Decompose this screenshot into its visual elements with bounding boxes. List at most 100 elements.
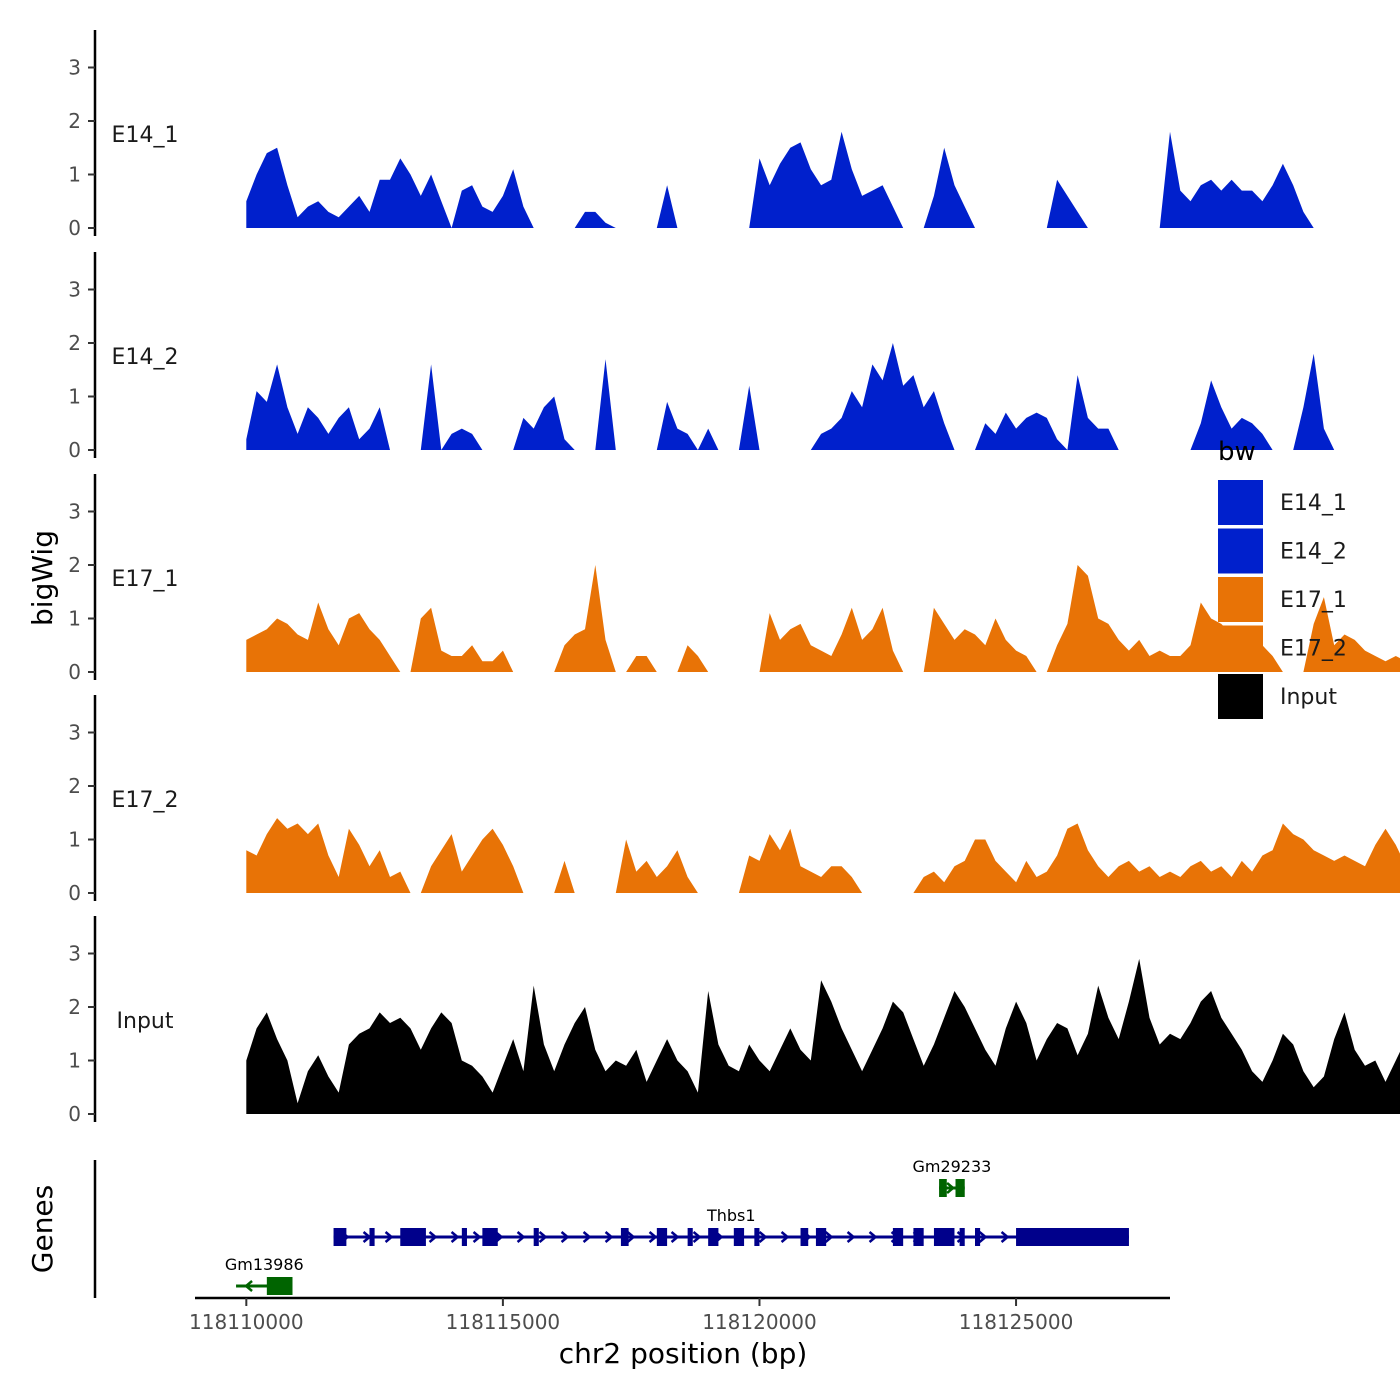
y-tick-label: 1 <box>68 1049 81 1073</box>
exon <box>656 1228 668 1246</box>
exon <box>266 1277 293 1295</box>
track-Input: 0 1 2 3 Input <box>68 916 1400 1126</box>
y-tick-label: 0 <box>68 216 81 240</box>
strand-arrow <box>824 1231 834 1243</box>
y-tick-label: 2 <box>68 331 81 355</box>
strand-arrow <box>428 1231 438 1243</box>
exon <box>708 1228 719 1246</box>
y-tick-label: 2 <box>68 109 81 133</box>
y-axis-title: bigWig <box>26 530 59 626</box>
strand-arrow <box>670 1231 680 1243</box>
legend-label: E17_2 <box>1280 637 1347 662</box>
legend-swatch <box>1218 625 1263 671</box>
legend-item-E14_2: E14_2 <box>1218 528 1347 574</box>
strand-arrow <box>538 1231 548 1243</box>
y-tick-label: 0 <box>68 660 81 684</box>
exon <box>482 1228 498 1246</box>
exon <box>620 1228 629 1246</box>
strand-arrow <box>846 1231 856 1243</box>
genes-panel: Gm29233 Thbs1 Gm13986 <box>93 1157 1129 1298</box>
gene-label: Gm29233 <box>912 1157 991 1176</box>
track-label-E17_2: E17_2 <box>112 788 179 813</box>
y-tick-label: 2 <box>68 553 81 577</box>
strand-arrow <box>692 1231 702 1243</box>
y-tick-label: 0 <box>68 438 81 462</box>
track-E17_1: 0 1 2 3 E17_1 <box>68 474 1400 684</box>
strand-arrow <box>1000 1231 1010 1243</box>
exon <box>1016 1228 1129 1246</box>
y-tick-label: 3 <box>68 942 81 966</box>
gene-Thbs1: Thbs1 <box>333 1206 1129 1246</box>
y-tick-label: 3 <box>68 278 81 302</box>
track-label-E17_1: E17_1 <box>112 567 179 592</box>
x-axis: 118110000 118115000 118120000 118125000 <box>189 1296 1170 1334</box>
legend-item-Input: Input <box>1218 674 1337 719</box>
gene-label: Gm13986 <box>225 1255 304 1274</box>
track-label-E14_2: E14_2 <box>112 345 179 370</box>
track-label-E14_1: E14_1 <box>112 123 179 148</box>
strand-arrow <box>868 1231 878 1243</box>
exon <box>800 1228 809 1246</box>
area-E17_2 <box>246 818 1400 893</box>
exon <box>733 1228 745 1246</box>
strand-arrow <box>946 1182 956 1194</box>
exon <box>533 1228 539 1246</box>
legend-entries: E14_1 E14_2 E17_1 E17_2 Input <box>1218 480 1347 719</box>
legend-label: E17_1 <box>1280 588 1347 613</box>
track-E14_1: 0 1 2 3 E14_1 <box>68 30 1400 240</box>
y-tick-label: 1 <box>68 385 81 409</box>
track-label-Input: Input <box>117 1009 174 1034</box>
strand-arrow <box>560 1231 570 1243</box>
strand-arrow <box>758 1231 768 1243</box>
area-Input <box>246 958 1400 1114</box>
legend: bw E14_1 E14_2 E17_1 E17_2 Input <box>1218 437 1347 719</box>
genes-axis-title: Genes <box>26 1185 59 1273</box>
x-tick-label: 118120000 <box>702 1310 817 1334</box>
exon <box>461 1228 467 1246</box>
gene-Gm13986: Gm13986 <box>225 1255 304 1295</box>
exon <box>754 1228 760 1246</box>
y-tick-label: 3 <box>68 56 81 80</box>
legend-label: E14_1 <box>1280 491 1347 516</box>
strand-arrow <box>780 1231 790 1243</box>
legend-item-E17_2: E17_2 <box>1218 625 1347 671</box>
strand-arrow <box>384 1231 394 1243</box>
exon <box>369 1228 375 1246</box>
exon <box>955 1179 965 1197</box>
area-E14_1 <box>246 131 1400 228</box>
legend-label: E14_2 <box>1280 540 1347 565</box>
track-E14_2: 0 1 2 3 E14_2 <box>68 252 1400 462</box>
exon <box>959 1228 965 1246</box>
x-tick-label: 118110000 <box>189 1310 304 1334</box>
track-E17_2: 0 1 2 3 E17_2 <box>68 695 1400 905</box>
strand-arrow <box>604 1231 614 1243</box>
area-E17_1 <box>246 565 1400 672</box>
exon <box>933 1228 955 1246</box>
y-tick-label: 1 <box>68 607 81 631</box>
y-tick-label: 1 <box>68 828 81 852</box>
legend-label: Input <box>1280 685 1337 710</box>
legend-swatch <box>1218 577 1263 622</box>
strand-arrow <box>978 1231 988 1243</box>
strand-arrow <box>626 1231 636 1243</box>
area-E14_2 <box>246 343 1400 450</box>
legend-item-E14_1: E14_1 <box>1218 480 1347 525</box>
strand-arrow <box>516 1231 526 1243</box>
y-tick-label: 1 <box>68 163 81 187</box>
strand-arrow <box>582 1231 592 1243</box>
legend-swatch <box>1218 528 1263 574</box>
y-tick-label: 0 <box>68 881 81 905</box>
y-tick-label: 0 <box>68 1102 81 1126</box>
exon <box>975 1228 981 1246</box>
strand-arrow <box>472 1231 482 1243</box>
strand-arrow <box>648 1231 658 1243</box>
strand-arrow <box>244 1280 253 1292</box>
strand-arrow <box>450 1231 460 1243</box>
exon <box>400 1228 426 1246</box>
legend-item-E17_1: E17_1 <box>1218 577 1347 622</box>
exon <box>815 1228 827 1246</box>
legend-title: bw <box>1218 437 1256 467</box>
exon <box>687 1228 693 1246</box>
legend-swatch <box>1218 674 1263 719</box>
